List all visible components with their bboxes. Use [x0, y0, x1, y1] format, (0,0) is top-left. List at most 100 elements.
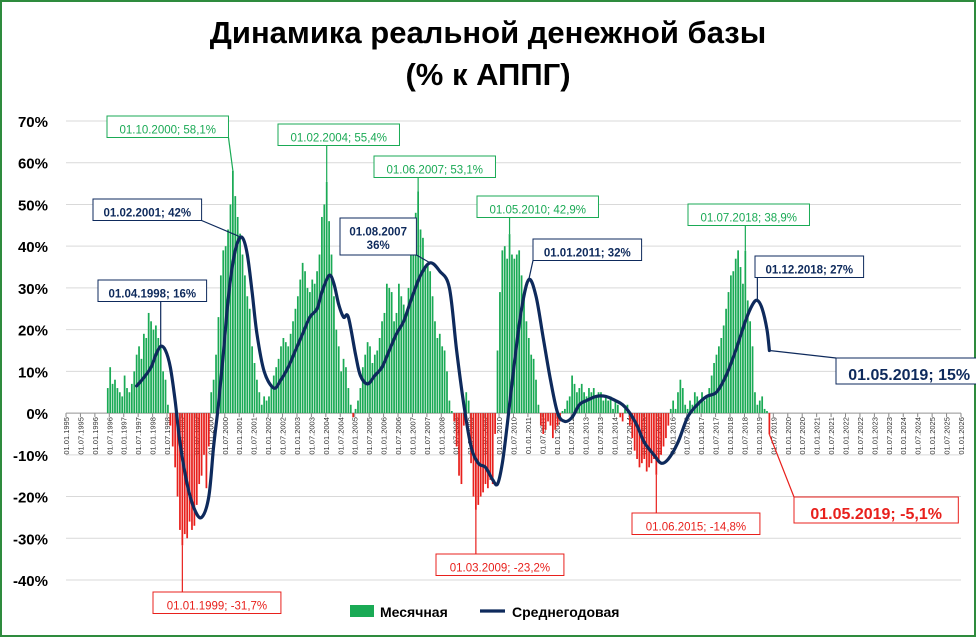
- monthly-bar: [467, 400, 470, 414]
- monthly-bar: [121, 396, 124, 414]
- monthly-bar: [400, 296, 403, 414]
- monthly-bar: [323, 204, 326, 414]
- monthly-bar: [155, 325, 157, 414]
- monthly-bar: [157, 337, 160, 414]
- x-tick-label: 01.07.2005: [365, 417, 374, 455]
- monthly-bar: [470, 413, 472, 464]
- monthly-bar: [306, 287, 309, 414]
- x-tick-label: 01.01.2025: [928, 417, 937, 455]
- monthly-bar: [578, 388, 581, 414]
- monthly-bar: [568, 396, 571, 414]
- monthly-bar: [152, 329, 155, 414]
- monthly-bar: [655, 413, 658, 475]
- monthly-bar: [169, 413, 172, 426]
- chart-title: Динамика реальной денежной базы (% к АПП…: [0, 12, 976, 96]
- monthly-bar: [325, 181, 328, 414]
- monthly-bar: [371, 363, 374, 414]
- monthly-bar: [212, 379, 215, 414]
- monthly-bar: [455, 413, 458, 447]
- monthly-bar: [746, 300, 749, 414]
- x-tick-label: 01.07.2018: [740, 417, 749, 455]
- monthly-bar: [660, 413, 662, 455]
- x-tick-label: 01.01.2013: [582, 417, 591, 455]
- monthly-bar: [167, 404, 169, 414]
- monthly-bar: [576, 392, 578, 414]
- monthly-bar: [681, 388, 684, 414]
- callout-box: [631, 512, 761, 535]
- monthly-bar: [219, 275, 222, 414]
- monthly-bar: [426, 262, 429, 414]
- monthly-bar: [713, 363, 715, 414]
- monthly-bar: [580, 383, 583, 414]
- monthly-bar: [316, 271, 318, 414]
- x-tick-label: 01.07.2003: [307, 417, 316, 455]
- monthly-bar: [142, 333, 145, 414]
- monthly-bar: [602, 400, 605, 414]
- monthly-bar: [744, 250, 747, 414]
- monthly-bar: [232, 170, 234, 414]
- y-tick-label: -30%: [13, 531, 48, 548]
- monthly-bar: [484, 413, 487, 485]
- legend: Месячная Среднегодовая: [350, 604, 619, 620]
- x-tick-label: 01.07.2020: [798, 417, 807, 455]
- monthly-bar: [140, 358, 143, 414]
- monthly-bar: [147, 312, 150, 414]
- monthly-bar: [378, 337, 381, 414]
- monthly-bar: [366, 342, 369, 414]
- monthly-bar: [244, 275, 246, 414]
- monthly-bar: [176, 413, 179, 497]
- monthly-bar: [751, 346, 754, 414]
- y-axis: 70% 60% 50% 40% 30% 20% 10% 0% -10% -20% -30% -40%: [13, 114, 48, 590]
- monthly-bar: [537, 404, 540, 414]
- annual-average-line: [135, 235, 771, 520]
- x-tick-label: 01.01.1997: [120, 417, 129, 455]
- x-tick-label: 01.01.2007: [408, 417, 417, 455]
- x-tick-label: 01.07.2022: [856, 417, 865, 455]
- monthly-bar: [337, 346, 340, 414]
- x-tick-label: 01.01.2003: [293, 417, 302, 455]
- monthly-bar: [482, 413, 484, 493]
- monthly-bar: [398, 283, 400, 414]
- monthly-bar: [749, 321, 752, 414]
- monthly-bar: [487, 413, 489, 489]
- monthly-bar: [564, 408, 566, 414]
- callout-box: [339, 217, 417, 256]
- callout-label: 01.10.2000; 58,1%: [119, 125, 216, 137]
- monthly-bar: [118, 392, 121, 414]
- callout-leader: [528, 260, 534, 280]
- monthly-bar: [535, 379, 537, 414]
- monthly-bar: [539, 413, 542, 426]
- monthly-bar: [207, 413, 210, 447]
- monthly-bar: [123, 375, 126, 414]
- x-tick-label: 01.01.2026: [957, 417, 966, 455]
- monthly-bar: [693, 392, 696, 414]
- callout-label: 01.05.2010; 42,9%: [489, 205, 586, 217]
- monthly-bar: [311, 279, 314, 414]
- callout-label: 01.05.2019; -5,1%: [810, 506, 942, 523]
- monthly-bar: [289, 333, 292, 414]
- monthly-bar: [499, 292, 501, 414]
- y-tick-label: -40%: [13, 573, 48, 590]
- monthly-bar: [130, 383, 133, 414]
- monthly-bar: [248, 308, 251, 414]
- monthly-bar: [443, 350, 446, 414]
- x-tick-label: 01.07.2024: [914, 417, 923, 455]
- x-tick-label: 01.01.2002: [264, 417, 273, 455]
- monthly-bar: [162, 371, 164, 414]
- x-tick-label: 01.01.2023: [870, 417, 879, 455]
- monthly-bar: [318, 254, 321, 414]
- monthly-bar: [198, 413, 201, 485]
- monthly-bar: [542, 413, 545, 434]
- monthly-bar: [513, 258, 516, 414]
- monthly-bar: [612, 408, 614, 414]
- monthly-bar: [260, 404, 263, 414]
- x-tick-label: 01.07.2019: [769, 417, 778, 455]
- monthly-bar: [301, 262, 304, 414]
- monthly-bar: [349, 404, 352, 414]
- monthly-bar: [106, 388, 109, 414]
- x-tick-label: 01.07.2021: [827, 417, 836, 455]
- monthly-bar: [179, 413, 181, 530]
- monthly-bar: [708, 388, 711, 414]
- monthly-bar: [200, 413, 203, 476]
- monthly-bar: [551, 413, 554, 439]
